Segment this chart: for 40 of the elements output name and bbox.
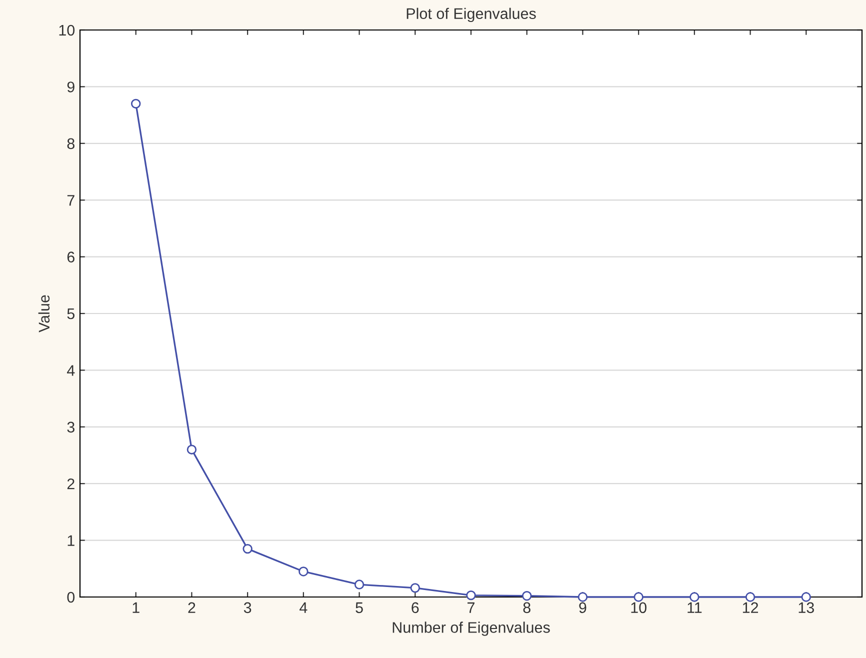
y-tick-label: 2 <box>67 478 74 490</box>
y-tick-label: 0 <box>67 592 75 603</box>
y-tick-label: 6 <box>67 252 74 262</box>
point <box>801 592 812 602</box>
y-tick-label: 1 <box>68 535 74 546</box>
x-tick-label: 5 <box>356 602 363 614</box>
point <box>242 544 252 554</box>
point <box>354 580 364 590</box>
x-tick-label: 11 <box>688 602 702 613</box>
point <box>578 592 588 602</box>
x-tick-label: 2 <box>188 602 196 613</box>
x-tick-label: 10 <box>631 602 646 614</box>
x-tick-label: 8 <box>523 602 530 614</box>
point <box>634 592 644 602</box>
point <box>466 590 476 600</box>
point <box>186 444 197 454</box>
x-tick-label: 7 <box>468 602 474 613</box>
chart-title: Plot of Eigenvalues <box>406 8 536 22</box>
x-tick-label: 12 <box>742 602 758 613</box>
point <box>522 591 532 601</box>
y-tick-label: 5 <box>67 308 74 320</box>
point <box>745 592 756 602</box>
x-tick-label: 1 <box>132 602 140 613</box>
point <box>298 566 308 576</box>
x-axis-title: Number of Eigenvalues <box>392 622 550 636</box>
y-tick-label: 3 <box>67 422 74 433</box>
point <box>690 592 700 602</box>
y-tick-label: 4 <box>66 365 75 376</box>
y-axis-title: Value <box>38 295 50 332</box>
y-tick-label: 9 <box>67 82 74 92</box>
point <box>130 98 141 109</box>
x-tick-label: 13 <box>798 602 814 614</box>
x-tick-label: 4 <box>300 602 308 613</box>
x-tick-label: 3 <box>244 602 252 614</box>
y-tick-label: 10 <box>59 24 75 36</box>
x-tick-label: 9 <box>579 602 586 614</box>
y-tick-label: 8 <box>67 138 74 150</box>
point <box>410 583 420 593</box>
y-tick-label: 7 <box>67 195 74 206</box>
x-tick-label: 6 <box>412 602 419 614</box>
